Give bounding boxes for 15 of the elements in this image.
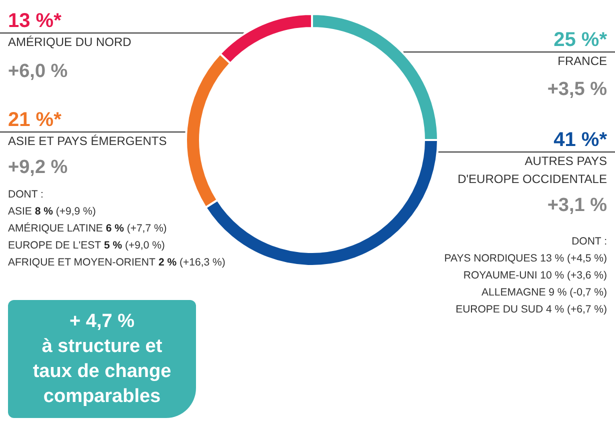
slice-label: ASIE ET PAYS ÉMERGENTS: [8, 134, 167, 148]
text: +9,2 %: [8, 157, 68, 178]
data-label: 21 %*: [8, 109, 62, 131]
text: + 4,7 % à structure et taux de change comparables: [32, 311, 172, 407]
data-label: 41 %*: [554, 129, 608, 151]
text: DONT : PAYS NORDIQUES 13 % (+4,5 %) ROYAUME-UNI 10 % (+3,6 %) ALLEMAGNE 9 % (-0,7 %) EUROPE DU SUD 4 % (+6,7 %): [444, 236, 607, 316]
slice-label: FRANCE: [558, 54, 607, 68]
text: DONT : ASIE 8 % (+9,9 %) AMÉRIQUE LATINE 6 % (+7,7 %) EUROPE DE L'EST 5 % (+9,0 %) AFRIQUE ET MOYEN-ORIENT 2 % (+16,3 %): [8, 188, 226, 268]
text: +3,1 %: [547, 195, 608, 216]
slice-label: AUTRES PAYS D'EUROPE OCCIDENTALE: [458, 154, 607, 186]
data-label: 25 %*: [554, 29, 608, 51]
data-label: 13 %*: [8, 10, 62, 32]
text: +6,0 %: [8, 61, 68, 82]
slice-label: AMÉRIQUE DU NORD: [8, 35, 132, 49]
text: +3,5 %: [547, 79, 608, 100]
